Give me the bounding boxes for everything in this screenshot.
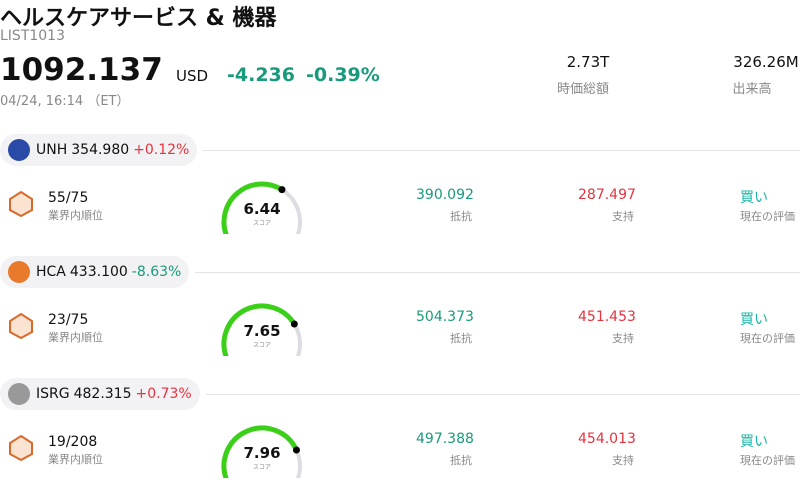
divider	[205, 394, 800, 395]
score-label: スコア	[252, 464, 272, 471]
support: 451.453	[578, 309, 636, 325]
gauge-fill	[221, 303, 297, 356]
gauge-dot	[278, 186, 286, 194]
ticker: HCA	[36, 264, 66, 280]
score: 7.65	[243, 322, 281, 340]
rank: 19/208	[48, 434, 98, 450]
rank: 55/75	[48, 190, 89, 206]
stock-logo	[8, 261, 30, 283]
stock-logo	[8, 383, 30, 405]
divider	[203, 150, 800, 151]
divider	[195, 272, 800, 273]
currency: USD	[176, 67, 209, 85]
date: 04/24, 16:14 （ET）	[0, 94, 130, 109]
resistance: 504.373	[416, 309, 474, 325]
rank-icon	[9, 434, 33, 462]
change: -4.236	[227, 64, 295, 86]
support: 287.497	[578, 187, 636, 203]
stock-change: +0.12%	[133, 142, 190, 158]
score-gauge	[221, 425, 302, 478]
score-gauge	[221, 303, 302, 356]
stock-chip[interactable]: HCA 433.100 -8.63%	[0, 256, 190, 288]
stock-chip[interactable]: ISRG 482.315 +0.73%	[0, 378, 200, 410]
stock-change: -8.63%	[131, 264, 182, 280]
rank-label: 業界内順位	[48, 453, 103, 466]
gauge-dot	[292, 446, 300, 454]
score-label: スコア	[252, 220, 272, 227]
gauge-fill	[221, 181, 285, 234]
stock-change: +0.73%	[135, 386, 192, 402]
resistance-label: 抵抗	[450, 454, 472, 467]
rank: 23/75	[48, 312, 89, 328]
support-label: 支持	[612, 332, 634, 345]
score-gauge	[221, 181, 302, 234]
gauge-dot	[290, 320, 298, 328]
rank-shape	[9, 434, 33, 462]
support: 454.013	[578, 431, 636, 447]
score: 7.96	[243, 444, 281, 462]
ticker: ISRG	[36, 386, 70, 402]
rating: 買い	[740, 190, 768, 206]
rating-label: 現在の評価	[740, 454, 795, 467]
stock-logo	[8, 139, 30, 161]
resistance-label: 抵抗	[450, 210, 472, 223]
stock-price: 354.980	[71, 142, 130, 158]
stat-value: 326.26M	[733, 53, 799, 71]
rank-label: 業界内順位	[48, 331, 103, 344]
rank-label: 業界内順位	[48, 209, 103, 222]
resistance: 390.092	[416, 187, 474, 203]
ticker: UNH	[36, 142, 68, 158]
gauge-fill	[221, 425, 299, 478]
rating-label: 現在の評価	[740, 210, 795, 223]
rank-shape	[9, 312, 33, 340]
stat-value: 2.73T	[566, 53, 610, 71]
rating: 買い	[740, 434, 768, 450]
title: ヘルスケアサービス & 機器	[0, 6, 277, 31]
rank-icon	[9, 312, 33, 340]
support-label: 支持	[612, 454, 634, 467]
change-pct: -0.39%	[306, 64, 380, 86]
resistance: 497.388	[416, 431, 474, 447]
score-label: スコア	[252, 342, 272, 349]
support-label: 支持	[612, 210, 634, 223]
rating-label: 現在の評価	[740, 332, 795, 345]
stat-label: 時価総額	[556, 82, 610, 97]
stock-price: 433.100	[69, 264, 128, 280]
score: 6.44	[243, 200, 281, 218]
rating: 買い	[740, 312, 768, 328]
stock-chip[interactable]: UNH 354.980 +0.12%	[0, 134, 198, 166]
list-id: LIST1013	[0, 28, 65, 44]
resistance-label: 抵抗	[450, 332, 472, 345]
stock-price: 482.315	[73, 386, 132, 402]
rank-icon	[9, 190, 33, 218]
rank-shape	[9, 190, 33, 218]
stat-label: 出来高	[732, 82, 772, 97]
price: 1092.137	[0, 52, 163, 88]
